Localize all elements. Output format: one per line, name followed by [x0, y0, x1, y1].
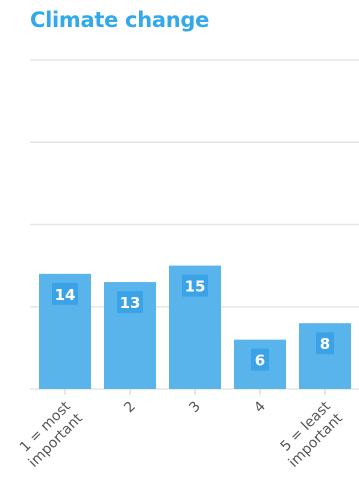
- data-label-text: 14: [55, 286, 76, 304]
- data-label-text: 6: [255, 352, 265, 370]
- data-label-box: [316, 332, 334, 355]
- x-tick-label: 4: [251, 398, 269, 416]
- x-tick-label-line: 4: [251, 398, 269, 416]
- data-label-text: 13: [120, 294, 141, 312]
- x-tick-label: 2: [121, 399, 139, 417]
- x-tick-label-line: 3: [186, 399, 204, 417]
- data-label-box: [251, 348, 269, 371]
- x-tick-label-line: 2: [121, 399, 139, 417]
- x-tick-label: 3: [186, 399, 204, 417]
- data-label-box: [52, 282, 78, 305]
- data-label: 6: [251, 348, 269, 371]
- data-label: 13: [117, 291, 143, 314]
- data-labels: 14 13 15 6 8: [52, 274, 334, 371]
- data-label: 14: [52, 282, 78, 305]
- data-label-box: [182, 274, 208, 297]
- data-label: 15: [182, 274, 208, 297]
- bars: [39, 265, 351, 389]
- data-label-text: 8: [320, 335, 330, 353]
- data-label-text: 15: [185, 278, 206, 296]
- chart-title: Climate change: [30, 8, 210, 32]
- data-label-box: [117, 291, 143, 314]
- data-label: 8: [316, 332, 334, 355]
